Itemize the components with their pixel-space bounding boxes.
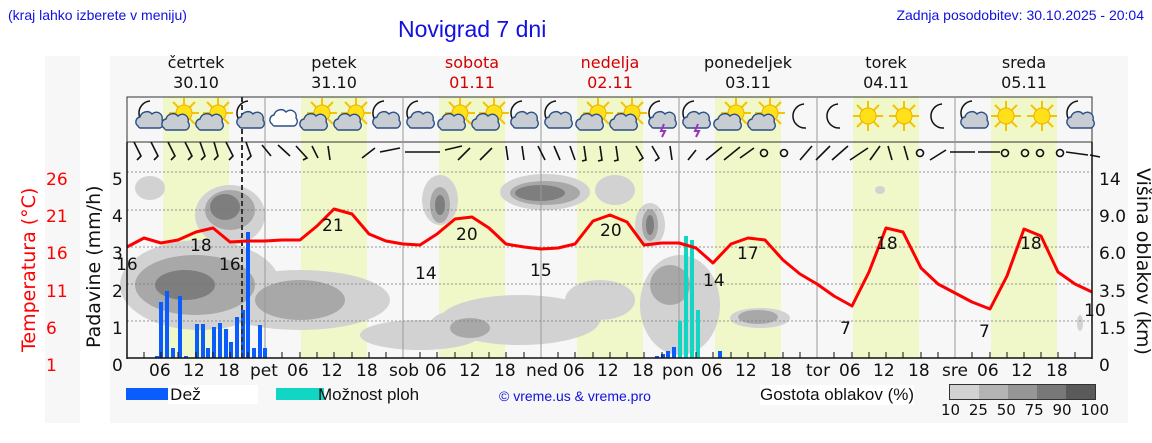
svg-text:14: 14 <box>415 264 437 284</box>
svg-text:17: 17 <box>737 244 759 264</box>
day-header-4: ponedeljek 03.11 <box>704 53 792 92</box>
svg-text:18: 18 <box>190 236 212 256</box>
temperature-labels: 16 18 16 21 14 20 15 20 14 17 7 18 7 18 … <box>116 216 1106 342</box>
precip-axis-label: Padavine (mm/h) <box>83 185 105 348</box>
svg-text:18: 18 <box>876 234 898 254</box>
x-axis-labels: 06 12 18 pet 06 12 18 sob 06 12 18 ned 0… <box>149 361 1068 381</box>
svg-text:21: 21 <box>322 216 344 236</box>
svg-text:14: 14 <box>703 271 725 291</box>
svg-text:7: 7 <box>840 319 851 339</box>
svg-text:16: 16 <box>219 255 241 275</box>
rain-legend-swatch <box>126 388 174 400</box>
rain-bars <box>155 232 722 358</box>
cloud-height-ticks: 14 9.0 6.0 3.5 1.5 0 <box>1099 170 1127 377</box>
showers-legend-label: Možnost ploh <box>318 385 420 404</box>
svg-text:10: 10 <box>1084 301 1106 321</box>
day-header-0: četrtek 30.10 <box>167 53 225 92</box>
last-updated: Zadnja posodobitev: 30.10.2025 - 20:04 <box>896 7 1144 23</box>
cloud-height-axis-label: Višina oblakov (km) <box>1132 168 1152 355</box>
temperature-ticks: 26 21 16 11 6 1 <box>46 170 68 377</box>
horizontal-gridlines <box>127 171 1092 322</box>
cloud-density-scale <box>949 384 1096 400</box>
location-hint[interactable]: (kraj lahko izberete v meniju) <box>8 7 187 23</box>
svg-text:15: 15 <box>530 261 552 281</box>
svg-text:18: 18 <box>1020 234 1042 254</box>
svg-text:20: 20 <box>600 221 622 241</box>
rain-legend-label: Dež <box>168 385 258 404</box>
cloud-density-ticks: 10 25 50 75 90 100 <box>941 401 1110 419</box>
temperature-line <box>126 207 1093 311</box>
day-header-6: sreda 05.11 <box>1001 53 1047 92</box>
day-dividers <box>264 97 956 358</box>
day-header-5: torek 04.11 <box>863 53 909 92</box>
cloud-density-label: Gostota oblakov (%) <box>760 385 915 405</box>
copyright-link[interactable]: © vreme.us & vreme.pro <box>499 388 651 404</box>
temperature-axis-panel <box>45 56 80 423</box>
cloud-density-layer <box>120 174 1083 355</box>
showers-legend-swatch <box>276 388 324 400</box>
day-header-1: petek 31.10 <box>311 53 357 92</box>
wind-barbs <box>133 141 1101 162</box>
page-title: Novigrad 7 dni <box>398 16 547 42</box>
day-header-2: sobota 01.11 <box>444 53 500 92</box>
day-header-3: nedelja 02.11 <box>580 53 640 92</box>
svg-text:20: 20 <box>456 225 478 245</box>
showers-bars <box>678 236 700 358</box>
svg-text:7: 7 <box>979 322 990 342</box>
temperature-axis-label: Temperatura (°C) <box>18 187 40 352</box>
